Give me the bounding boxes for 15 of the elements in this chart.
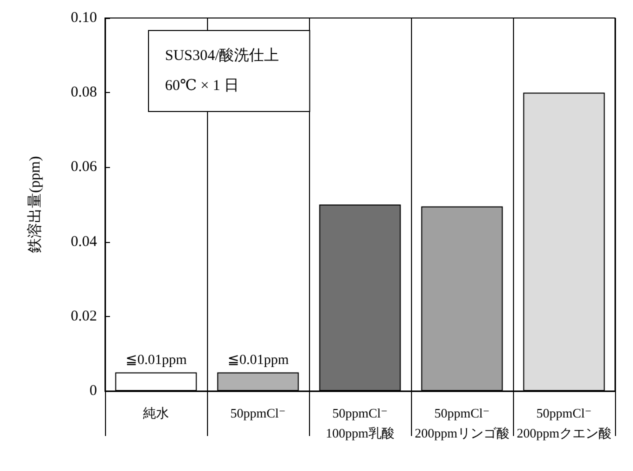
data-label: ≦0.01ppm bbox=[125, 352, 187, 368]
x-tick-label: 50ppmCl⁻ 200ppmクエン酸 bbox=[516, 406, 612, 440]
y-tick-label: 0.10 bbox=[70, 10, 97, 26]
x-tick-label: 50ppmCl⁻ 200ppmリンゴ酸 bbox=[414, 406, 510, 440]
y-tick-label: 0.08 bbox=[70, 84, 97, 101]
x-tick-label: 純水 bbox=[143, 406, 169, 420]
y-tick-label: 0.06 bbox=[70, 159, 98, 176]
y-tick-label: 0.02 bbox=[70, 308, 97, 324]
x-tick-label: 50ppmCl⁻ 100ppm乳酸 bbox=[326, 406, 394, 440]
x-tick-label: 50ppmCl⁻ bbox=[230, 406, 286, 420]
annotation: SUS304/酸洗仕上 60℃ × 1 日 bbox=[165, 47, 280, 94]
y-axis-title: 鉄溶出量(ppm) bbox=[26, 156, 44, 253]
y-tick-label: 0.04 bbox=[70, 234, 98, 250]
data-label: ≦0.01ppm bbox=[227, 352, 289, 368]
y-tick-label: 0 bbox=[90, 383, 97, 399]
